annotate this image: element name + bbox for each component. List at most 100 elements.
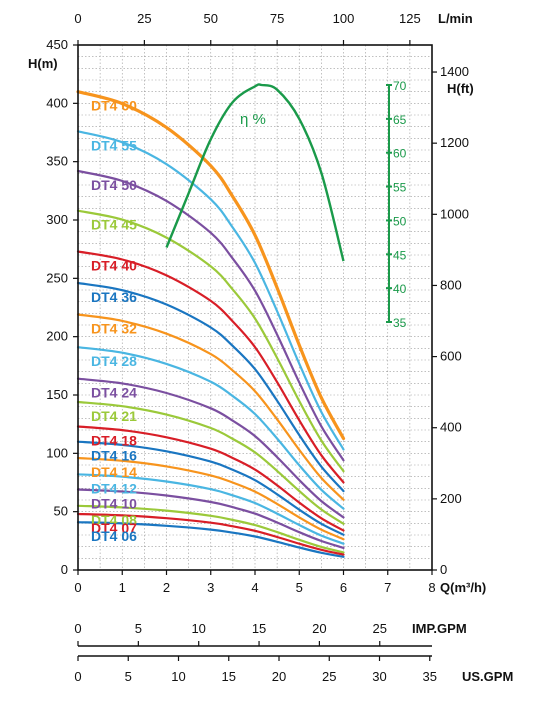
efficiency-tick-label: 60 bbox=[393, 147, 407, 161]
efficiency-tick-label: 65 bbox=[393, 113, 407, 127]
efficiency-tick-label: 50 bbox=[393, 214, 407, 228]
pump-curve-dt4-50 bbox=[76, 169, 345, 462]
series-label-dt4-16: DT4 16 bbox=[91, 448, 137, 464]
x-tick-label: 4 bbox=[251, 580, 258, 595]
y-tick-label: 150 bbox=[46, 387, 68, 402]
pump-curve-dt4-40 bbox=[76, 250, 345, 484]
us-unit-label: US.GPM bbox=[462, 669, 513, 684]
y-tick-label: 450 bbox=[46, 37, 68, 52]
efficiency-label: η % bbox=[240, 111, 266, 128]
y-tick-label: 100 bbox=[46, 445, 68, 460]
series-label-dt4-12: DT4 12 bbox=[91, 480, 137, 496]
ft-tick-label: 600 bbox=[440, 349, 462, 364]
top-tick-label: 75 bbox=[270, 11, 284, 26]
us-tick-label: 15 bbox=[222, 669, 236, 684]
top-tick-label: 0 bbox=[74, 11, 81, 26]
pump-curve-dt4-32 bbox=[76, 313, 345, 501]
pump-curve-dt4-06 bbox=[76, 521, 345, 558]
series-label-dt4-45: DT4 45 bbox=[91, 217, 137, 233]
imp-tick-label: 5 bbox=[135, 621, 142, 636]
y-tick-label: 300 bbox=[46, 212, 68, 227]
ft-tick-label: 400 bbox=[440, 420, 462, 435]
imp-tick-label: 0 bbox=[74, 621, 81, 636]
us-tick-label: 10 bbox=[171, 669, 185, 684]
pump-curve-dt4-12 bbox=[76, 473, 345, 545]
curve-labels: DT4 60 DT4 55 DT4 50 DT4 45 DT4 40 DT4 36 DT4 … bbox=[91, 98, 137, 545]
pump-curve-dt4-07 bbox=[76, 512, 345, 556]
series-label-dt4-14: DT4 14 bbox=[91, 464, 137, 480]
y-unit-label: H(m) bbox=[28, 56, 58, 71]
x-unit-label: Q(m³/h) bbox=[440, 580, 486, 595]
us-tick-label: 0 bbox=[74, 669, 81, 684]
pump-curve-dt4-28 bbox=[76, 346, 345, 510]
imp-tick-label: 20 bbox=[312, 621, 326, 636]
series-label-dt4-32: DT4 32 bbox=[91, 321, 137, 337]
imp-unit-label: IMP.GPM bbox=[412, 621, 467, 636]
us-tick-label: 25 bbox=[322, 669, 336, 684]
pump-curve-dt4-18 bbox=[76, 425, 345, 532]
x-tick-label: 5 bbox=[296, 580, 303, 595]
series-label-dt4-10: DT4 10 bbox=[91, 496, 137, 512]
pump-curve-dt4-21 bbox=[76, 400, 345, 525]
series-label-dt4-07: DT4 07 bbox=[91, 520, 137, 536]
ft-tick-label: 200 bbox=[440, 491, 462, 506]
pump-curve-dt4-36 bbox=[76, 281, 345, 493]
x-tick-label: 2 bbox=[163, 580, 170, 595]
imp-tick-label: 10 bbox=[191, 621, 205, 636]
axes: 0 1 2 3 4 5 6 7 8 Q(m³/h)0 25 50 75 100 125 L/min050100… bbox=[28, 11, 513, 684]
pump-curve-dt4-24 bbox=[76, 377, 345, 519]
pump-curve-dt4-45 bbox=[76, 209, 345, 473]
ft-tick-label: 800 bbox=[440, 277, 462, 292]
series-label-dt4-36: DT4 36 bbox=[91, 289, 137, 305]
top-unit-label: L/min bbox=[438, 11, 473, 26]
series-label-dt4-24: DT4 24 bbox=[91, 385, 137, 401]
series-label-dt4-40: DT4 40 bbox=[91, 258, 137, 274]
efficiency-tick-label: 40 bbox=[393, 282, 407, 296]
series-label-dt4-18: DT4 18 bbox=[91, 433, 137, 449]
ft-tick-label: 1400 bbox=[440, 64, 469, 79]
top-tick-label: 100 bbox=[333, 11, 355, 26]
ft-tick-label: 1000 bbox=[440, 206, 469, 221]
x-tick-label: 3 bbox=[207, 580, 214, 595]
pump-curve-dt4-10 bbox=[76, 488, 345, 549]
us-tick-label: 30 bbox=[372, 669, 386, 684]
pump-curve-dt4-08 bbox=[76, 504, 345, 554]
series-label-dt4-50: DT4 50 bbox=[91, 177, 137, 193]
efficiency-curve bbox=[165, 83, 345, 262]
efficiency-tick-label: 45 bbox=[393, 248, 407, 262]
series-label-dt4-06: DT4 06 bbox=[91, 528, 137, 544]
y-tick-label: 400 bbox=[46, 95, 68, 110]
top-tick-label: 25 bbox=[137, 11, 151, 26]
y-tick-label: 250 bbox=[46, 270, 68, 285]
efficiency-tick-label: 35 bbox=[393, 316, 407, 330]
top-tick-label: 50 bbox=[204, 11, 218, 26]
y-tick-label: 50 bbox=[54, 504, 68, 519]
us-tick-label: 20 bbox=[272, 669, 286, 684]
pump-curve-dt4-16 bbox=[76, 440, 345, 536]
x-tick-label: 6 bbox=[340, 580, 347, 595]
series-label-dt4-08: DT4 08 bbox=[91, 512, 137, 528]
grid bbox=[78, 45, 432, 570]
series-label-dt4-28: DT4 28 bbox=[91, 353, 137, 369]
ft-tick-label: 0 bbox=[440, 562, 447, 577]
imp-tick-label: 15 bbox=[252, 621, 266, 636]
pump-curve-dt4-14 bbox=[76, 456, 345, 541]
x-tick-label: 8 bbox=[428, 580, 435, 595]
x-tick-label: 0 bbox=[74, 580, 81, 595]
series-label-dt4-60: DT4 60 bbox=[91, 98, 137, 114]
y-tick-label: 350 bbox=[46, 154, 68, 169]
series-label-dt4-55: DT4 55 bbox=[91, 137, 137, 153]
series-label-dt4-21: DT4 21 bbox=[91, 408, 137, 424]
ft-unit-label: H(ft) bbox=[447, 81, 474, 96]
pump-curve-dt4-55 bbox=[76, 130, 345, 451]
efficiency-tick-label: 55 bbox=[393, 181, 407, 195]
imp-tick-label: 25 bbox=[373, 621, 387, 636]
us-tick-label: 5 bbox=[125, 669, 132, 684]
top-tick-label: 125 bbox=[399, 11, 421, 26]
ft-tick-label: 1200 bbox=[440, 135, 469, 150]
efficiency-tick-label: 70 bbox=[393, 79, 407, 93]
efficiency-curve-group: η % 70 65 60 55 50 45 40 35 bbox=[165, 79, 407, 330]
pump-curves bbox=[76, 90, 346, 558]
us-tick-label: 35 bbox=[423, 669, 437, 684]
